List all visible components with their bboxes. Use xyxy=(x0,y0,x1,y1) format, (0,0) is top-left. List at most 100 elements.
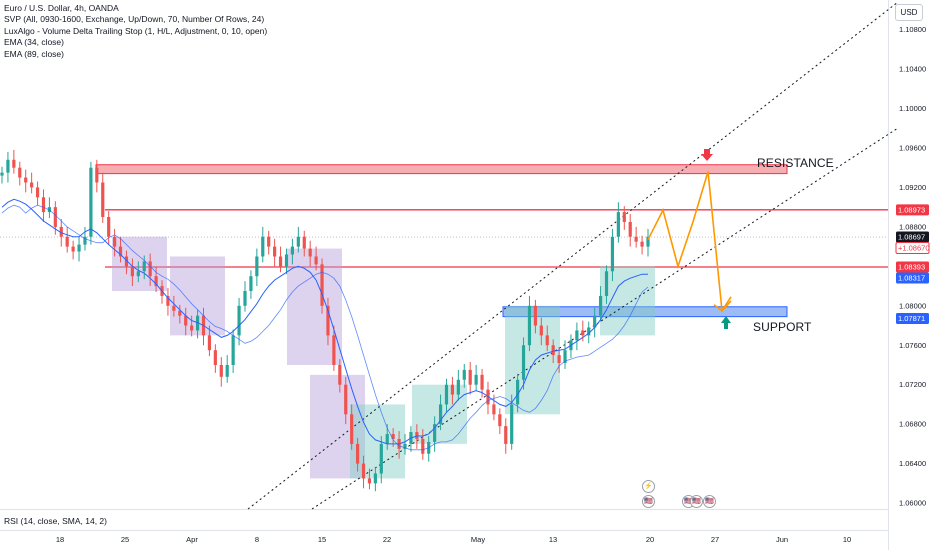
price-tag-label: 1.08393 xyxy=(898,263,925,272)
resistance-zone xyxy=(95,164,788,175)
candle-body xyxy=(59,226,63,237)
support-label: SUPPORT xyxy=(753,320,812,334)
channel-lower-line xyxy=(311,127,899,510)
x-tick-label: Jun xyxy=(776,535,788,544)
candle-body xyxy=(640,241,644,247)
candle-body xyxy=(551,345,555,356)
candle-body xyxy=(545,335,549,346)
candle-body xyxy=(539,325,543,336)
candle-body xyxy=(332,335,336,365)
indicator-ema34[interactable]: EMA (34, close) xyxy=(4,37,64,48)
candle-body xyxy=(616,212,620,237)
price-tag xyxy=(896,204,929,216)
candle-body xyxy=(213,350,217,365)
candle-body xyxy=(166,295,170,306)
x-tick-label: 22 xyxy=(383,535,391,544)
candle-body xyxy=(172,305,176,311)
price-tag-label: 1.08973 xyxy=(898,205,925,214)
channel-upper-line xyxy=(247,1,899,510)
candle-body xyxy=(130,266,134,277)
y-tick-label: 1.06400 xyxy=(899,459,926,468)
x-tick-label: 10 xyxy=(843,535,851,544)
y-tick-label: 1.07600 xyxy=(899,341,926,350)
candle-body xyxy=(462,369,466,380)
price-tag-label: 1.08317 xyxy=(898,274,925,283)
candle-body xyxy=(421,438,425,454)
candle-body xyxy=(367,478,372,484)
indicator-ema89[interactable]: EMA (89, close) xyxy=(4,48,64,59)
lightning-icon[interactable]: ⚡ xyxy=(642,480,655,493)
candle-body xyxy=(255,256,259,277)
candle-body xyxy=(77,244,81,252)
volume-profile-box xyxy=(112,236,167,291)
x-tick-label: 20 xyxy=(646,535,654,544)
candle-body xyxy=(533,305,537,326)
candle-body xyxy=(498,414,502,427)
x-tick-label: 25 xyxy=(121,535,129,544)
candle-body xyxy=(391,434,395,439)
candle-body xyxy=(385,434,389,444)
candle-body xyxy=(516,379,520,405)
candle-body xyxy=(207,335,212,351)
y-tick-label: 1.06000 xyxy=(899,499,926,508)
candle-body xyxy=(118,246,123,257)
us-flag-icon[interactable]: 🇺🇸 xyxy=(703,495,716,508)
y-tick-label: 1.09600 xyxy=(899,143,926,152)
candle-body xyxy=(355,443,360,464)
candle-body xyxy=(101,182,105,218)
candle-body xyxy=(492,404,496,415)
arrow-up-icon xyxy=(721,316,731,329)
candle-body xyxy=(107,217,111,237)
candle-body xyxy=(267,236,271,247)
x-tick-label: 18 xyxy=(56,535,64,544)
candle-body xyxy=(273,246,277,257)
arrow-down-icon xyxy=(701,149,713,161)
candle-body xyxy=(30,182,34,188)
us-flag-icon[interactable]: 🇺🇸 xyxy=(642,495,655,508)
candle-body xyxy=(65,236,69,247)
candle-body xyxy=(136,271,140,277)
candle-body xyxy=(344,384,348,415)
candle-body xyxy=(41,197,46,213)
candle-body xyxy=(557,355,561,364)
candle-body xyxy=(433,424,437,442)
candle-body xyxy=(634,236,638,242)
support-zone xyxy=(502,306,788,318)
ema-89-line xyxy=(1,204,649,451)
candle-body xyxy=(581,330,585,336)
price-tag-label: +1.08670 xyxy=(898,244,930,253)
candle-body xyxy=(527,305,532,346)
us-flag-icon[interactable]: 🇺🇸 xyxy=(690,495,703,508)
candle-body xyxy=(521,345,526,380)
y-tick-label: 1.10000 xyxy=(899,104,926,113)
candle-body xyxy=(154,276,158,287)
candle-body xyxy=(148,261,152,277)
symbol-line[interactable]: Euro / U.S. Dollar, 4h, OANDA xyxy=(4,3,119,13)
candle-body xyxy=(450,384,455,395)
candle-body xyxy=(83,236,87,245)
price-tag xyxy=(896,313,929,325)
candle-body xyxy=(219,364,223,377)
candle-body xyxy=(604,271,609,296)
candle-body xyxy=(178,310,182,316)
rsi-label[interactable]: RSI (14, close, SMA, 14, 2) xyxy=(4,516,107,526)
candle-body xyxy=(0,172,4,176)
indicator-svp[interactable]: SVP (All, 0930-1600, Exchange, Up/Down, … xyxy=(4,14,265,25)
candle-body xyxy=(225,364,229,377)
chart-legend: Euro / U.S. Dollar, 4h, OANDA SVP (All, … xyxy=(4,3,267,60)
candle-body xyxy=(403,443,407,449)
projection-arrowhead xyxy=(713,296,732,312)
candle-body xyxy=(278,256,283,267)
indicator-luxalgo[interactable]: LuxAlgo - Volume Delta Trailing Stop (1,… xyxy=(4,25,268,36)
currency-button[interactable]: USD xyxy=(895,4,923,21)
y-tick-label: 1.08000 xyxy=(899,301,926,310)
candle-body xyxy=(593,315,597,328)
projection-path xyxy=(647,171,732,313)
candle-body xyxy=(290,246,295,255)
candle-body xyxy=(510,404,514,444)
y-tick-label: 1.08800 xyxy=(899,222,926,231)
price-tag-label: 1.08697 xyxy=(898,233,925,242)
candle-body xyxy=(610,236,615,272)
candle-body xyxy=(12,159,16,168)
